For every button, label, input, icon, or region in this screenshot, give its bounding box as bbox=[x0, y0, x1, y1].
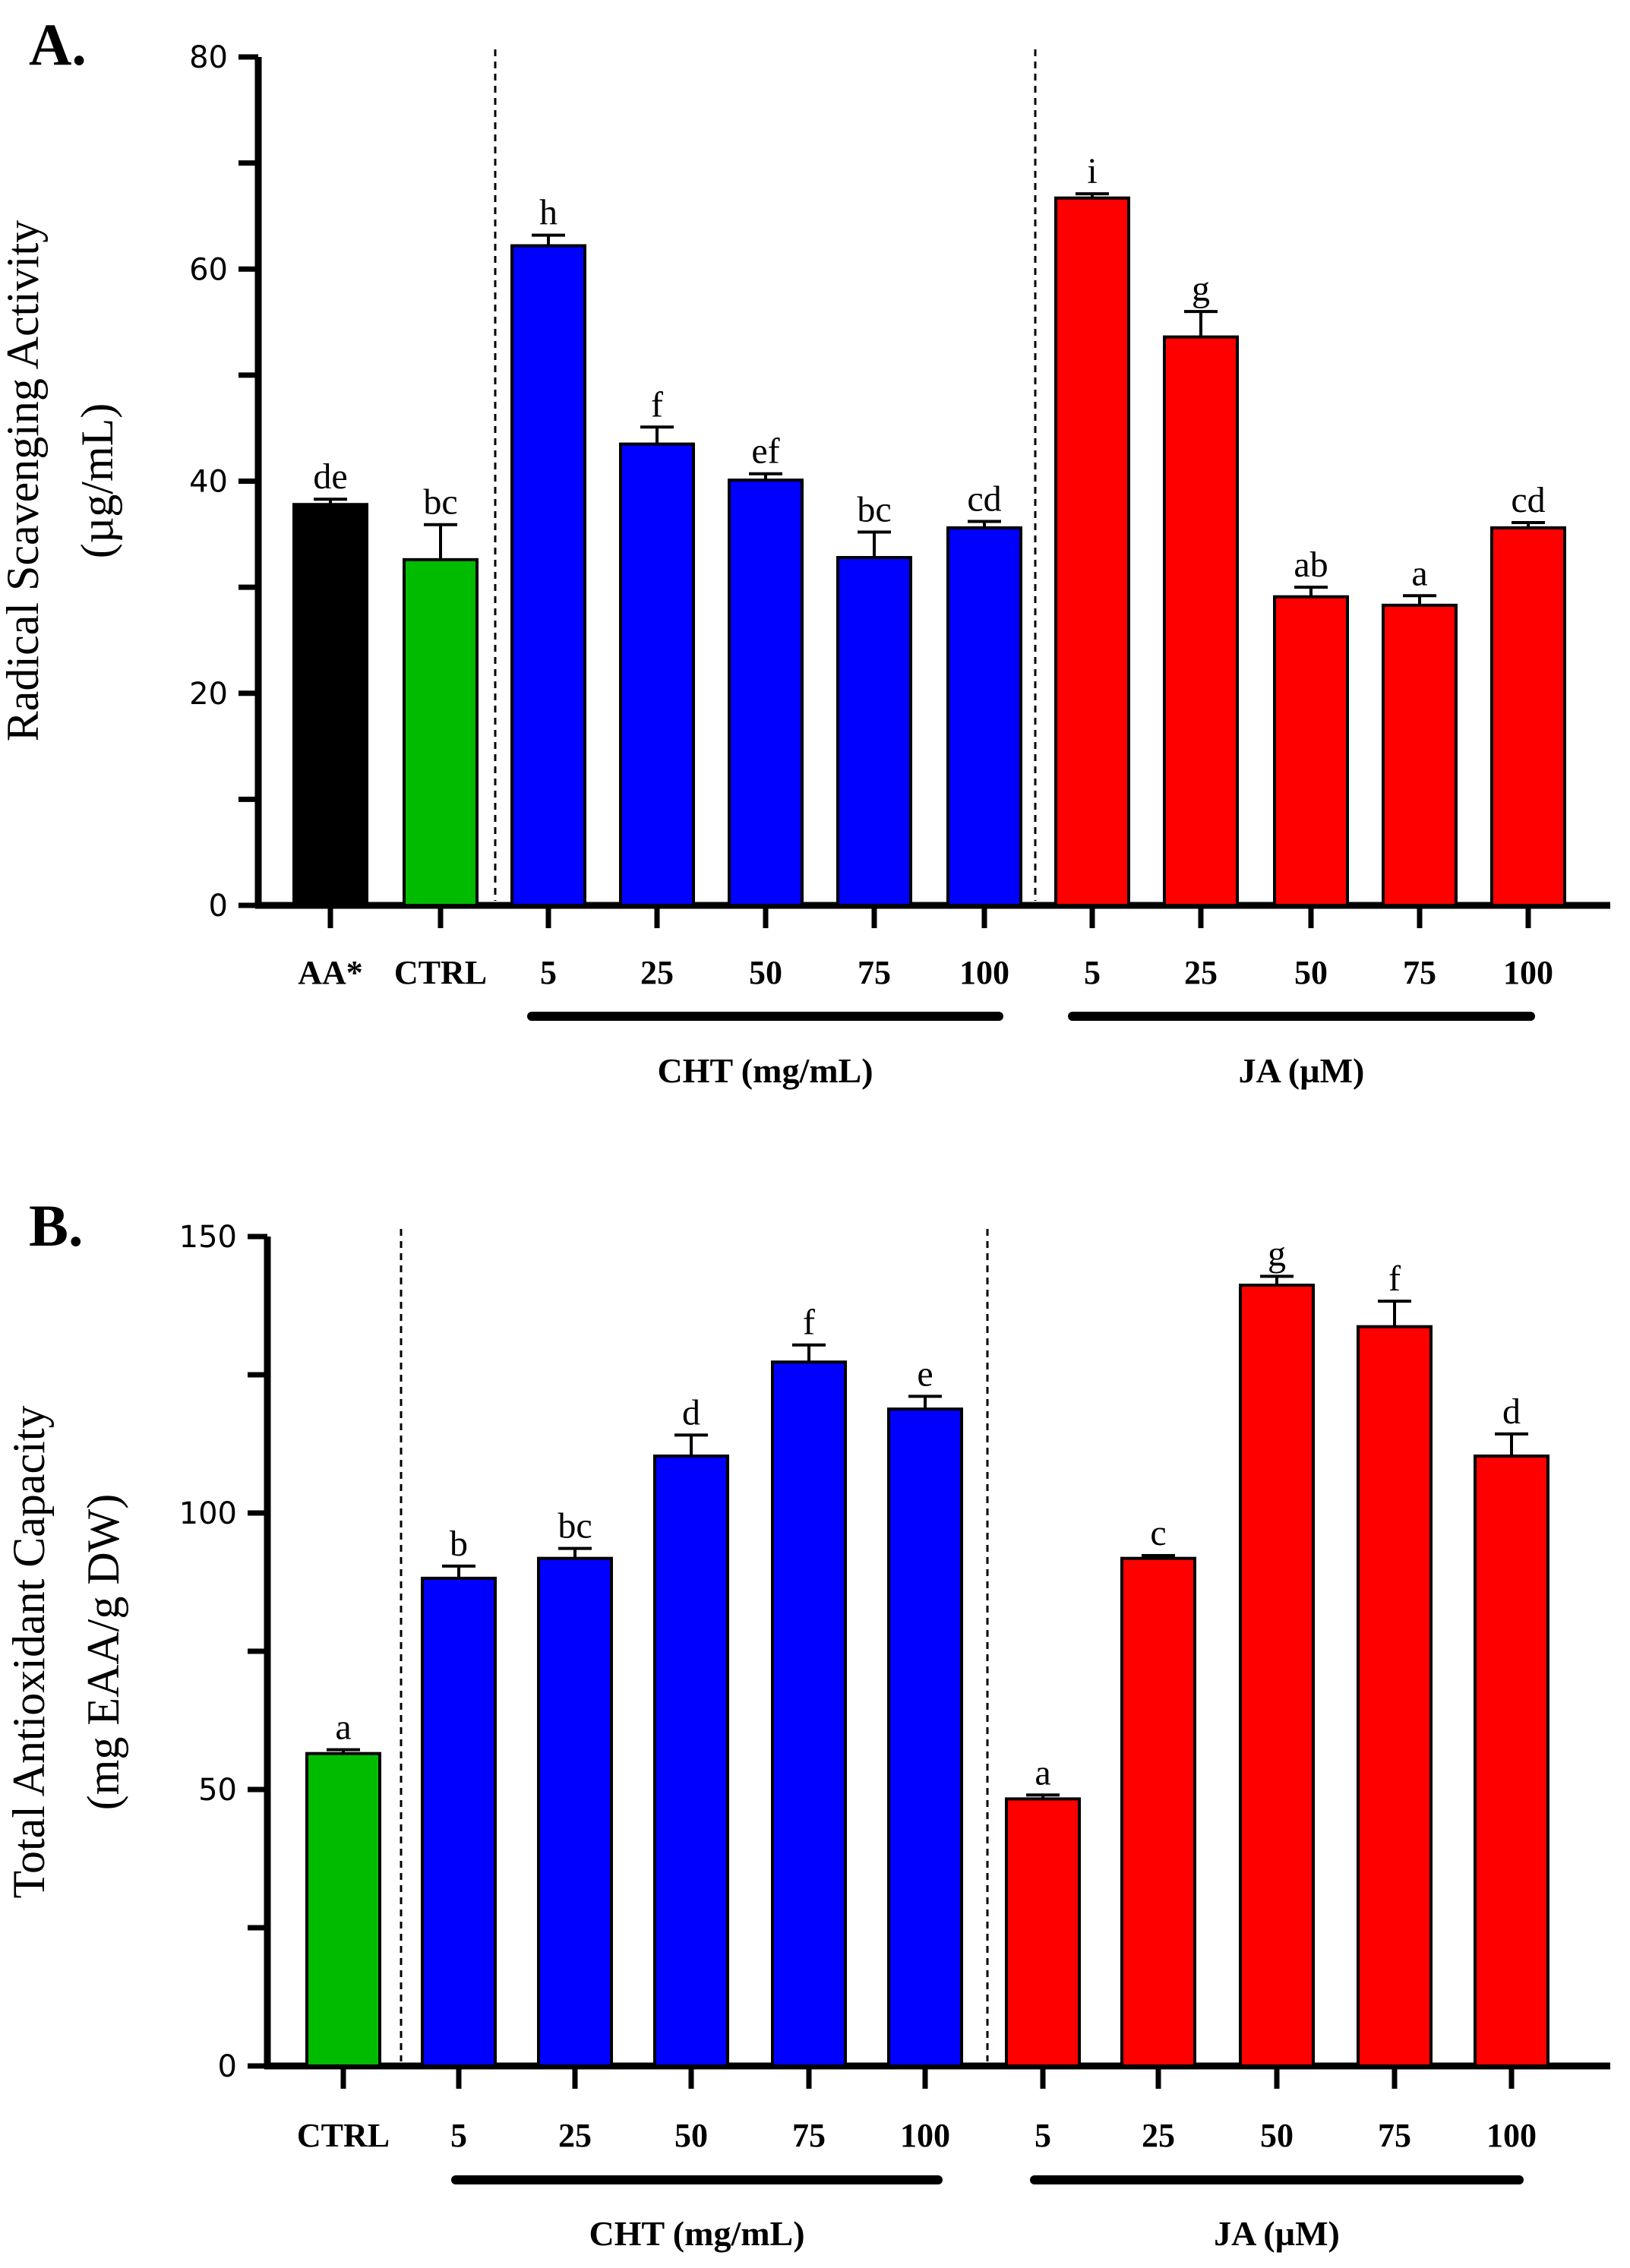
x-tick-label: 100 bbox=[1503, 954, 1553, 991]
bar bbox=[403, 558, 479, 907]
x-tick-label: CTRL bbox=[394, 954, 487, 991]
group-label: CHT (mg/mL) bbox=[589, 2214, 804, 2253]
x-tick-label: 25 bbox=[558, 2117, 592, 2154]
significance-letter: a bbox=[335, 1707, 351, 1748]
significance-letter: g bbox=[1192, 269, 1210, 309]
significance-letter: f bbox=[803, 1303, 815, 1343]
chart-panel-b: B. 0 50 100 150 Total Antioxidant Capacity (mg… bbox=[4, 1192, 1610, 2253]
y-tick-label: 40 bbox=[189, 465, 228, 500]
bar bbox=[946, 526, 1022, 907]
y-tick-label: 20 bbox=[189, 677, 228, 712]
significance-letter: a bbox=[1035, 1752, 1050, 1793]
significance-letter: g bbox=[1268, 1234, 1286, 1274]
significance-letter: d bbox=[682, 1392, 700, 1433]
x-tick-label: 75 bbox=[792, 2117, 826, 2154]
y-axis-label: (mg EAA/g DW) bbox=[78, 1494, 128, 1811]
significance-letter: ab bbox=[1294, 545, 1328, 585]
y-tick-label: 100 bbox=[179, 1496, 237, 1531]
x-tick-label: 50 bbox=[749, 954, 782, 991]
y-axis-label: Total Antioxidant Capacity bbox=[4, 1405, 54, 1898]
bar bbox=[619, 442, 695, 907]
x-tick-label: 25 bbox=[640, 954, 674, 991]
y-tick-label: 0 bbox=[209, 889, 228, 924]
x-tick-label: 100 bbox=[959, 954, 1009, 991]
significance-letter: f bbox=[651, 384, 663, 425]
y-tick-label: 150 bbox=[179, 1220, 237, 1255]
significance-letter: h bbox=[539, 193, 558, 233]
significance-letter: de bbox=[313, 456, 347, 497]
panel-label: B. bbox=[29, 1192, 84, 1259]
x-tick-label: 25 bbox=[1142, 2117, 1175, 2154]
y-tick-label: 60 bbox=[189, 252, 228, 287]
bar bbox=[1054, 196, 1130, 908]
chart-panel-a: A. 0 20 40 60 80 Radical Scavenging Activity (µ… bbox=[0, 11, 1610, 1090]
x-tick-label: 5 bbox=[1035, 2117, 1051, 2154]
group-label: JA (µM) bbox=[1214, 2214, 1340, 2253]
x-tick-label: 100 bbox=[900, 2117, 950, 2154]
significance-letter: f bbox=[1388, 1259, 1401, 1299]
bar bbox=[653, 1455, 729, 2067]
significance-letter: bc bbox=[857, 490, 891, 530]
bar bbox=[510, 244, 586, 908]
bar bbox=[1490, 526, 1566, 907]
bar bbox=[728, 479, 804, 907]
significance-letter: c bbox=[1150, 1513, 1166, 1553]
significance-letter: e bbox=[917, 1354, 933, 1394]
panel-label: A. bbox=[29, 11, 87, 77]
bar bbox=[421, 1576, 497, 2068]
y-tick-label: 80 bbox=[189, 40, 228, 75]
bar bbox=[1005, 1797, 1081, 2067]
bar bbox=[537, 1556, 613, 2068]
x-tick-label: CTRL bbox=[297, 2117, 390, 2154]
bar bbox=[1474, 1455, 1549, 2067]
bar bbox=[836, 556, 912, 908]
bar bbox=[292, 503, 368, 907]
x-tick-label: 75 bbox=[1378, 2117, 1411, 2154]
bar bbox=[771, 1360, 847, 2067]
bar bbox=[887, 1407, 963, 2067]
significance-letter: bc bbox=[558, 1506, 592, 1546]
significance-letter: cd bbox=[1511, 480, 1545, 520]
x-tick-label: 75 bbox=[858, 954, 891, 991]
x-tick-label: 25 bbox=[1184, 954, 1218, 991]
significance-letter: b bbox=[450, 1524, 468, 1564]
group-label: CHT (mg/mL) bbox=[657, 1051, 873, 1090]
x-tick-label: 50 bbox=[1294, 954, 1328, 991]
group-label: JA (µM) bbox=[1239, 1051, 1365, 1090]
x-tick-label: 50 bbox=[674, 2117, 708, 2154]
bar bbox=[1357, 1325, 1433, 2067]
bar bbox=[305, 1752, 381, 2067]
bar bbox=[1273, 595, 1349, 907]
bar bbox=[1120, 1556, 1196, 2068]
x-tick-label: 5 bbox=[540, 954, 557, 991]
significance-letter: i bbox=[1087, 151, 1097, 191]
x-tick-label: 50 bbox=[1260, 2117, 1294, 2154]
x-tick-label: 100 bbox=[1486, 2117, 1537, 2154]
y-tick-label: 0 bbox=[218, 2049, 237, 2084]
bar bbox=[1382, 603, 1458, 908]
y-tick-label: 50 bbox=[198, 1773, 237, 1808]
significance-letter: cd bbox=[967, 479, 1001, 520]
significance-letter: d bbox=[1502, 1391, 1521, 1432]
y-axis-label: (µg/mL) bbox=[72, 403, 122, 559]
x-tick-label: 5 bbox=[450, 2117, 467, 2154]
significance-letter: ef bbox=[751, 431, 779, 472]
significance-letter: a bbox=[1411, 553, 1427, 593]
x-tick-label: 75 bbox=[1403, 954, 1436, 991]
bar bbox=[1163, 335, 1239, 907]
bar bbox=[1239, 1284, 1315, 2067]
x-tick-label: 5 bbox=[1084, 954, 1101, 991]
x-tick-label: AA* bbox=[298, 954, 363, 991]
y-axis-label: Radical Scavenging Activity bbox=[0, 220, 48, 742]
significance-letter: bc bbox=[423, 482, 457, 523]
